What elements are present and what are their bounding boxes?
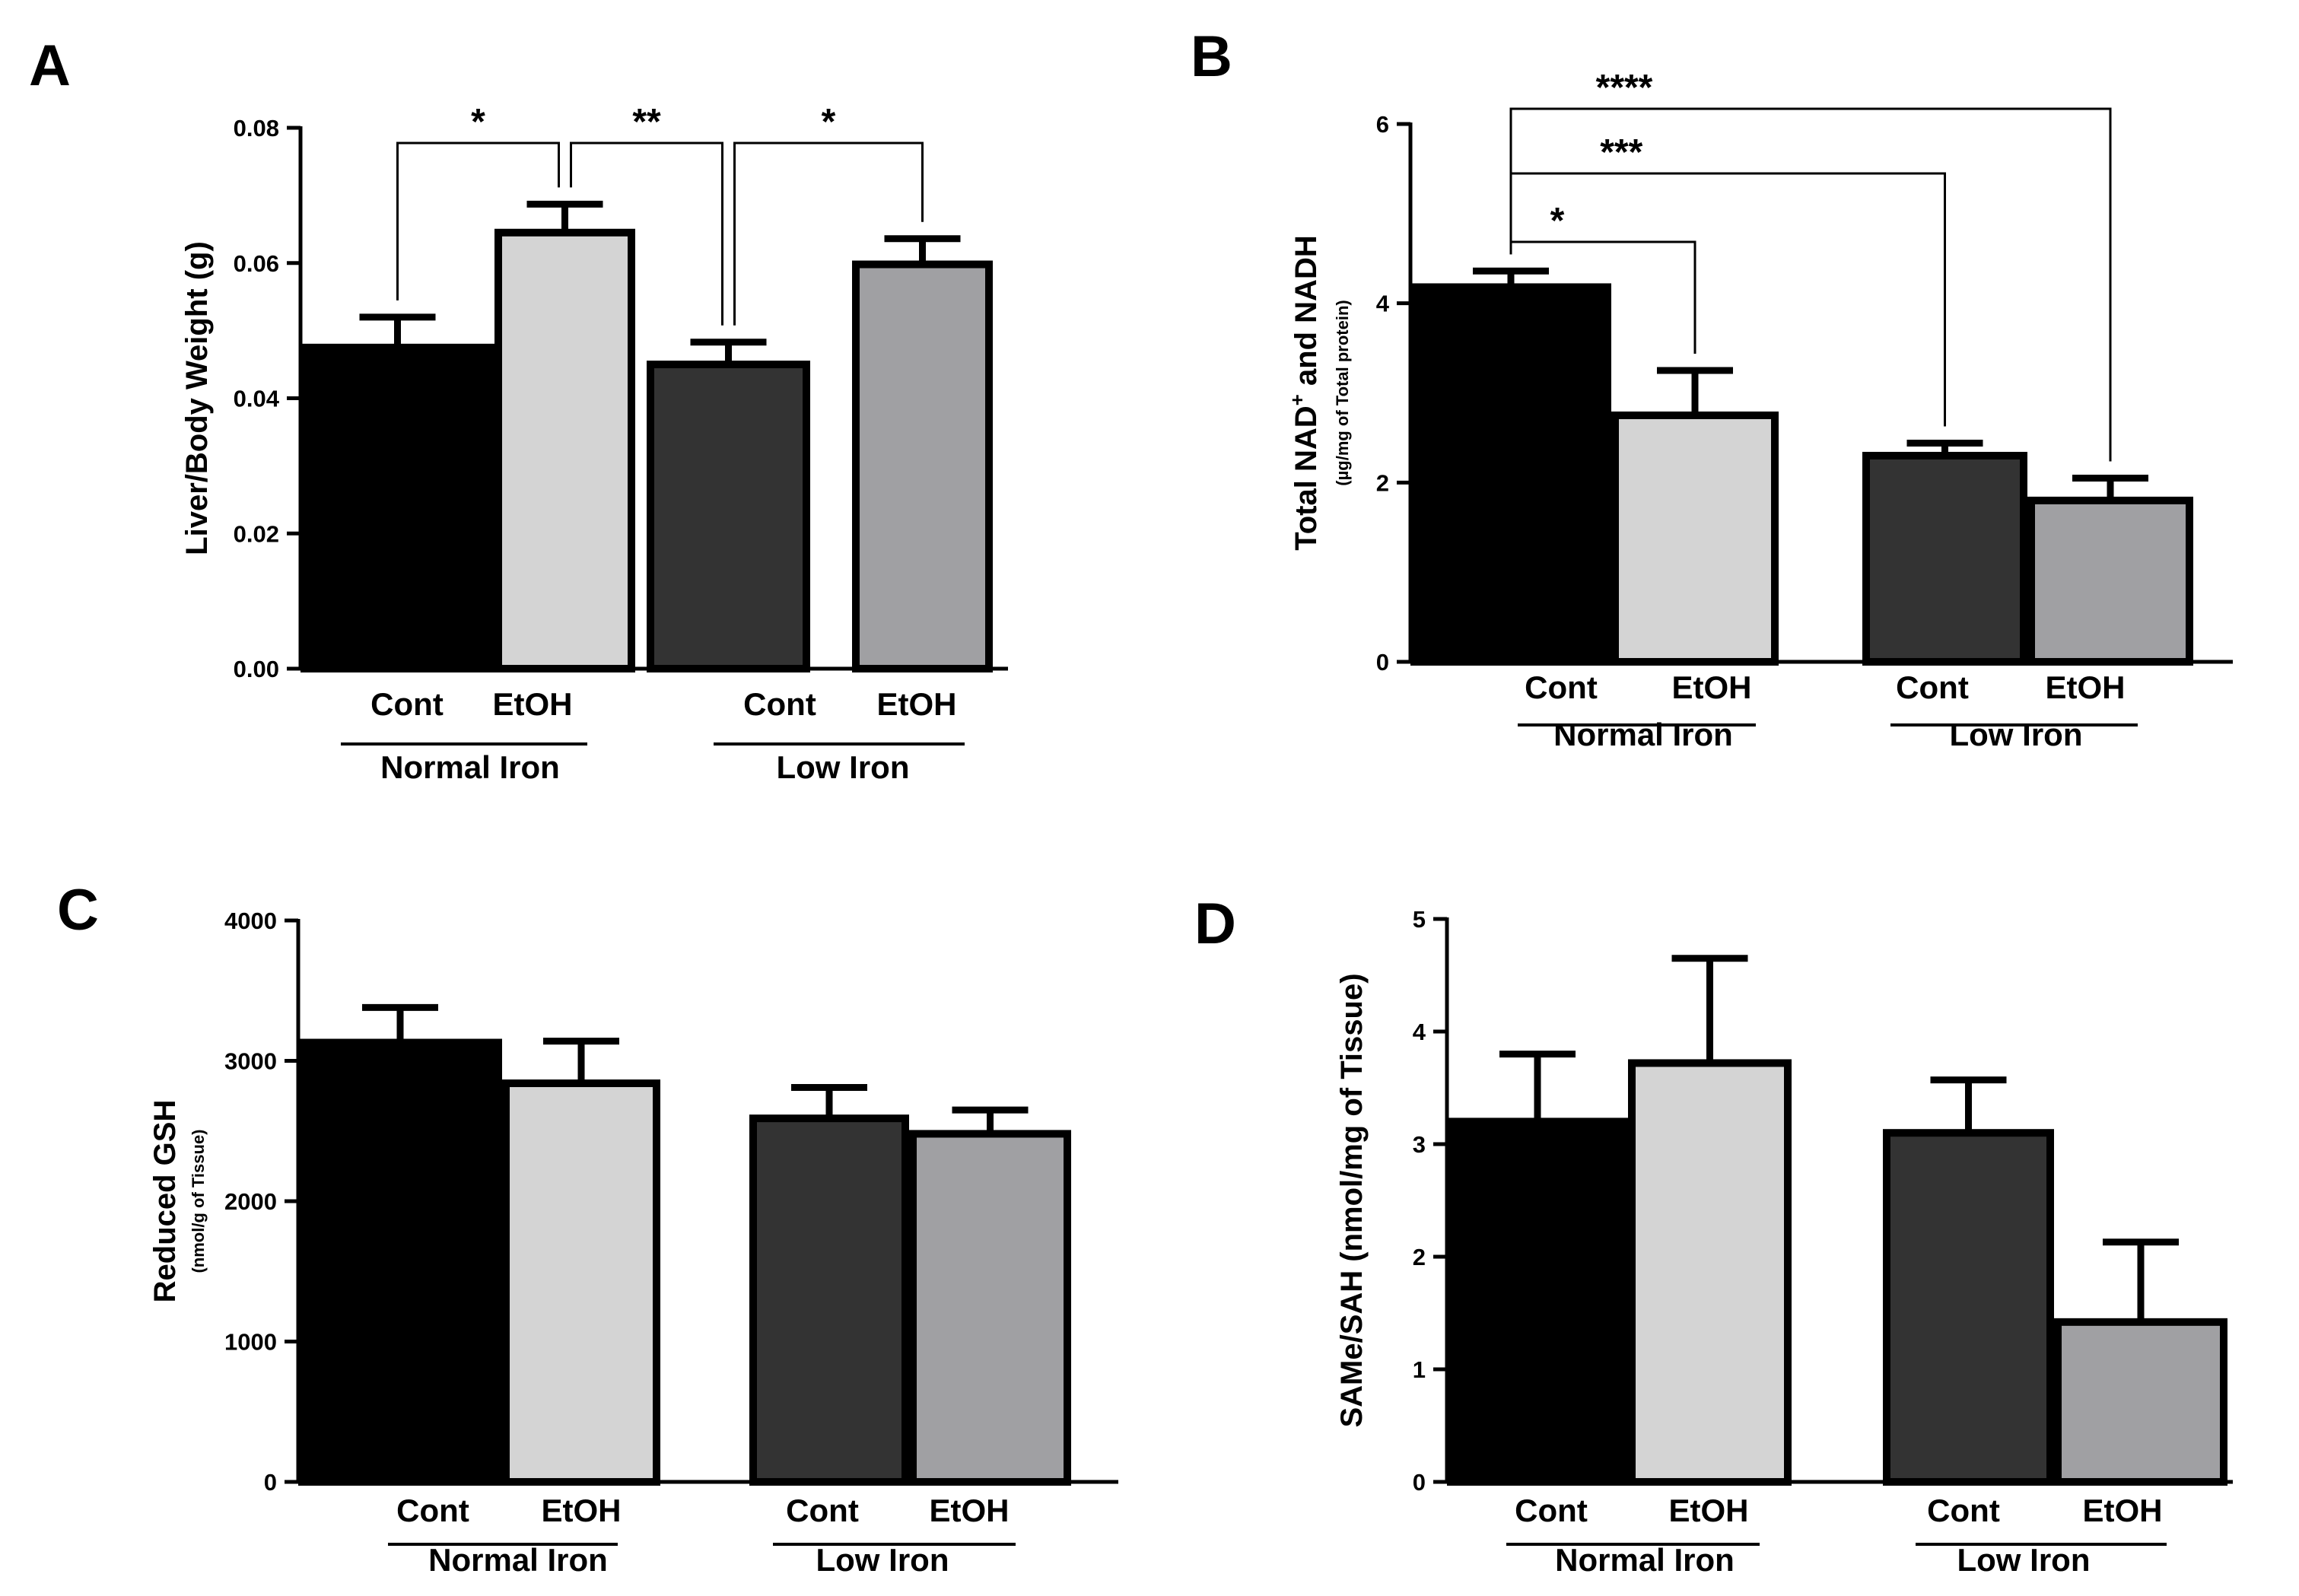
y-tick-label: 4000 bbox=[224, 908, 277, 934]
category-label: EtOH bbox=[493, 686, 573, 722]
y-tick-label: 0.02 bbox=[234, 520, 279, 547]
y-tick-label: 6 bbox=[1376, 111, 1389, 138]
y-tick-label: 0 bbox=[1413, 1469, 1426, 1496]
category-label: EtOH bbox=[2046, 669, 2126, 705]
y-tick-label: 1 bbox=[1413, 1356, 1426, 1383]
bar bbox=[749, 1114, 909, 1486]
y-axis-sublabel: (nmol/g of Tissue) bbox=[189, 1129, 208, 1273]
bar bbox=[300, 343, 494, 672]
panel-label: A bbox=[29, 33, 71, 98]
bar bbox=[1447, 1118, 1628, 1486]
y-axis-label: SAMe/SAH (nmol/mg of Tissue) bbox=[1335, 973, 1369, 1427]
bar bbox=[494, 228, 635, 673]
category-label: EtOH bbox=[930, 1493, 1010, 1528]
significance-label: * bbox=[1550, 201, 1565, 241]
y-tick-label: 0.06 bbox=[234, 250, 279, 277]
y-tick-label: 4 bbox=[1413, 1019, 1426, 1045]
bar bbox=[1410, 283, 1611, 666]
group-label: Normal Iron bbox=[428, 1542, 608, 1578]
significance-label: ** bbox=[632, 102, 661, 142]
significance-bracket bbox=[570, 141, 723, 326]
y-tick-label: 3000 bbox=[224, 1048, 277, 1075]
panel-label: C bbox=[57, 878, 99, 943]
category-label: Cont bbox=[1525, 669, 1598, 705]
category-label: Cont bbox=[396, 1493, 469, 1528]
category-label: Cont bbox=[1927, 1493, 2000, 1528]
bar bbox=[852, 260, 993, 672]
bar bbox=[2027, 496, 2193, 666]
panel-d: D 0 1 2 3 4 5 SAMe/SAH (nmol/mg of Tissue) Cont E… bbox=[1194, 892, 2233, 1578]
significance-bracket bbox=[733, 141, 924, 326]
category-label: Cont bbox=[743, 686, 816, 722]
bar bbox=[647, 361, 810, 672]
category-label: EtOH bbox=[877, 686, 957, 722]
group-label: Normal Iron bbox=[380, 749, 560, 785]
bar bbox=[1611, 411, 1779, 666]
y-tick-label: 3 bbox=[1413, 1131, 1426, 1158]
category-label: EtOH bbox=[1669, 1493, 1749, 1528]
significance-label: *** bbox=[1600, 132, 1642, 173]
category-label: Cont bbox=[1896, 669, 1969, 705]
y-tick-label: 1000 bbox=[224, 1329, 277, 1356]
group-label: Low Iron bbox=[816, 1542, 949, 1578]
y-tick-label: 0.04 bbox=[234, 386, 280, 412]
category-label: EtOH bbox=[2083, 1493, 2163, 1528]
y-tick-label: 2 bbox=[1376, 469, 1389, 496]
significance-label: * bbox=[471, 102, 485, 142]
group-label: Normal Iron bbox=[1555, 1542, 1735, 1578]
group-label: Low Iron bbox=[1950, 717, 2083, 752]
significance-label: * bbox=[822, 102, 836, 142]
panel-label: D bbox=[1194, 892, 1236, 956]
group-label: Low Iron bbox=[1957, 1542, 2091, 1578]
group-label: Normal Iron bbox=[1553, 717, 1733, 752]
bar bbox=[502, 1079, 660, 1486]
y-tick-label: 0 bbox=[1376, 649, 1389, 676]
significance-bracket bbox=[396, 141, 560, 300]
y-axis-label: Reduced GSH bbox=[148, 1100, 182, 1303]
category-label: Cont bbox=[1515, 1493, 1588, 1528]
category-label: EtOH bbox=[1672, 669, 1752, 705]
y-tick-label: 5 bbox=[1413, 906, 1426, 933]
y-tick-label: 2 bbox=[1413, 1244, 1426, 1270]
significance-label: **** bbox=[1596, 68, 1653, 108]
y-axis-label: Total NAD+ and NADH bbox=[1286, 235, 1323, 550]
y-axis-sublabel: (µg/mg of Total protein) bbox=[1333, 300, 1352, 485]
bar bbox=[1628, 1059, 1792, 1486]
panel-b: B 0 2 4 6 Total NAD+ and NADH (µg/mg of Total … bbox=[1191, 24, 2233, 752]
y-tick-label: 0.00 bbox=[234, 656, 279, 682]
y-tick-label: 0 bbox=[264, 1469, 277, 1496]
bar bbox=[909, 1130, 1071, 1486]
panel-a: A 0.00 0.02 0.04 0.06 0.08 Liver/Body Weight (… bbox=[29, 33, 1008, 785]
category-label: EtOH bbox=[542, 1493, 622, 1528]
y-axis-label: Liver/Body Weight (g) bbox=[180, 241, 214, 555]
group-label: Low Iron bbox=[777, 749, 910, 785]
category-label: Cont bbox=[786, 1493, 859, 1528]
bar bbox=[2054, 1318, 2227, 1486]
y-tick-label: 0.08 bbox=[234, 115, 279, 141]
y-tick-label: 4 bbox=[1376, 291, 1390, 317]
bar bbox=[298, 1038, 502, 1486]
y-tick-label: 2000 bbox=[224, 1188, 277, 1215]
panel-label: B bbox=[1191, 24, 1232, 89]
category-label: Cont bbox=[370, 686, 444, 722]
significance-bracket bbox=[1509, 107, 2112, 462]
bar bbox=[1862, 451, 2027, 666]
bar bbox=[1883, 1129, 2054, 1486]
panel-c: C 0 1000 2000 3000 4000 Reduced GSH (nmol/g of … bbox=[57, 878, 1118, 1578]
